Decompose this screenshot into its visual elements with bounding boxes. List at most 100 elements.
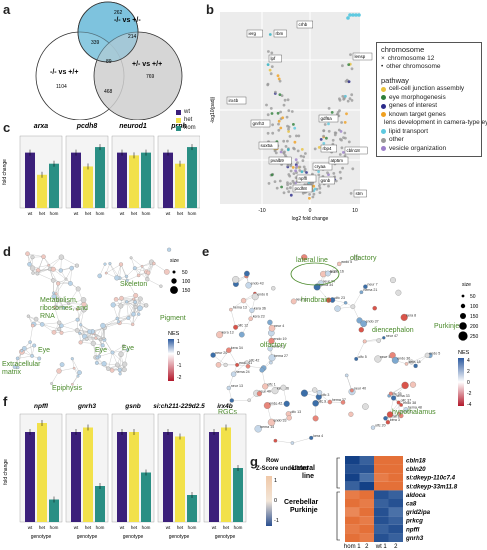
panel-c-xtick: hom	[142, 211, 151, 216]
network-node	[301, 254, 308, 261]
network-edge	[53, 296, 69, 304]
network-node	[290, 441, 295, 445]
volcano-point	[286, 181, 289, 185]
heatmap-cell	[359, 464, 374, 474]
panel-c-gene-title: arxa	[34, 123, 49, 130]
panel-f-bar	[71, 432, 81, 522]
network-node	[223, 362, 228, 367]
network-edge	[53, 296, 65, 308]
swatch-icon	[176, 125, 181, 131]
volcano-point	[344, 80, 348, 83]
genotype-legend-label: het	[184, 117, 193, 123]
network-node	[59, 362, 65, 367]
genotype-legend-item: hom	[176, 124, 196, 132]
network-edge	[102, 322, 120, 326]
volcano-point	[350, 93, 354, 97]
network-node	[25, 251, 30, 256]
network-node	[390, 277, 396, 284]
volcano-point	[309, 181, 313, 185]
node-label: kera 34	[231, 346, 243, 350]
panel-f-xlabel: genotype	[77, 534, 98, 540]
network-node	[383, 416, 388, 421]
volcano-xtick-zero: 0	[309, 208, 312, 214]
panel-f-bar	[117, 432, 127, 522]
nes-tick: 0	[467, 380, 470, 386]
panel-d: d Skeleton Metabolism, ribosomes, and RNA Ey…	[0, 242, 200, 392]
heatmap-cell	[388, 507, 403, 517]
network-edge	[131, 257, 143, 267]
network-node	[53, 305, 57, 309]
network-node	[267, 346, 273, 352]
panel-c-gene-title: neurod1	[119, 123, 147, 130]
panel-c-xtick: het	[85, 211, 92, 216]
network-edge	[29, 325, 33, 343]
network-edge	[61, 257, 78, 266]
volcano-point	[279, 150, 283, 154]
node-label: neur 40	[259, 389, 271, 393]
network-node	[20, 349, 24, 353]
venn-diagram: -/- vs +/- -/- vs +/+ +/- vs +/+ 262 339…	[35, 1, 183, 120]
node-label: olfc 35	[391, 392, 402, 396]
cluster-label: Pigment	[160, 315, 186, 322]
nes-tick: -2	[177, 375, 182, 381]
network-node	[359, 290, 364, 295]
volcano-point	[349, 53, 352, 56]
volcano-point	[330, 111, 334, 114]
network-node	[254, 425, 262, 433]
network-node	[386, 411, 394, 418]
volcano-point	[351, 167, 355, 171]
network-node	[385, 420, 391, 425]
gene-label-box	[246, 29, 264, 38]
panel-f-bar	[209, 432, 219, 522]
pathway-legend-item: lipid transport	[381, 128, 477, 137]
heatmap-cell	[345, 533, 360, 542]
network-node	[163, 269, 170, 275]
network-edge	[98, 339, 101, 357]
panel-c-xtick: wt	[120, 211, 125, 216]
panel-f-xtick: wt	[74, 525, 79, 530]
size-legend-label: 50	[470, 294, 476, 300]
network-node	[75, 307, 80, 311]
network-edge	[61, 319, 78, 326]
panel-c-bar	[141, 152, 151, 208]
heatmap-cell	[388, 516, 403, 525]
network-node	[343, 301, 348, 305]
network-node	[396, 400, 401, 405]
volcano-point	[308, 193, 311, 196]
network-node	[68, 281, 73, 286]
volcano-point	[345, 112, 348, 116]
network-edge	[32, 265, 49, 269]
size-legend-dot	[461, 294, 465, 298]
volcano-point	[346, 16, 350, 20]
gene-label: npffl	[299, 176, 307, 181]
heatmap-cell	[388, 464, 403, 474]
network-node	[16, 365, 20, 370]
volcano-point	[300, 170, 304, 174]
group-label: Cerebellar	[284, 499, 319, 506]
volcano-point	[293, 140, 297, 144]
volcano-point	[266, 113, 270, 117]
volcano-point	[318, 184, 321, 188]
heatmap-cell	[388, 456, 403, 465]
panel-f-bar	[221, 427, 231, 522]
nes-tick: 1	[177, 339, 180, 345]
network-edge	[77, 309, 81, 325]
network-edge	[218, 350, 229, 365]
network-node	[334, 305, 341, 312]
cluster-label: Eye	[122, 345, 134, 352]
network-node	[75, 317, 80, 322]
gene-label-box	[344, 146, 368, 155]
volcano-point	[288, 135, 292, 138]
panel-b: b -10 0 10 log2 fold change -log10(padj)…	[200, 0, 487, 225]
node-label: endo 6	[257, 293, 268, 297]
network-node	[290, 298, 297, 305]
network-edge	[292, 437, 312, 444]
network-edge	[411, 355, 428, 363]
panel-f-bar	[25, 432, 35, 522]
volcano-point	[302, 165, 306, 169]
network-node	[268, 337, 275, 345]
network-node	[102, 336, 106, 340]
panel-f-bar	[129, 432, 139, 522]
volcano-point	[340, 121, 343, 124]
network-node	[354, 356, 359, 361]
